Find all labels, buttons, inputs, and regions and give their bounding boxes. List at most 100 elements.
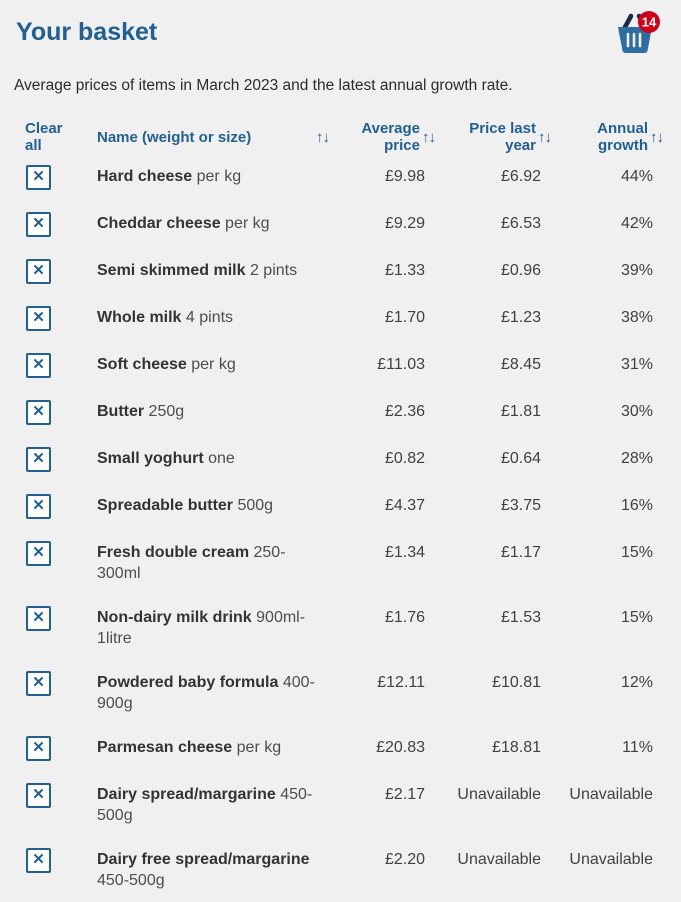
- item-average-price: £2.20: [384, 851, 425, 869]
- remove-item-button[interactable]: ✕: [26, 400, 51, 426]
- sort-arrows-icon[interactable]: ↑↓: [650, 128, 664, 146]
- remove-item-button[interactable]: ✕: [26, 306, 51, 332]
- item-price-last-year: £6.92: [500, 168, 541, 186]
- remove-item-button[interactable]: ✕: [26, 606, 51, 632]
- remove-item-button[interactable]: ✕: [26, 447, 51, 473]
- remove-item-cell: ✕: [25, 212, 97, 238]
- remove-item-button[interactable]: ✕: [26, 165, 51, 191]
- basket-row: ✕ Fresh double cream 250-300ml £1.34 £1.…: [25, 530, 667, 595]
- item-price-last-year: £6.53: [500, 215, 541, 233]
- remove-item-cell: ✕: [25, 671, 97, 697]
- item-price-last-year: £8.45: [500, 356, 541, 374]
- x-icon: ✕: [32, 786, 45, 804]
- column-label-price-last-year: Price last year: [469, 120, 536, 155]
- item-price-last-year: £0.96: [500, 262, 541, 280]
- item-average-price: £11.03: [377, 356, 425, 374]
- remove-item-cell: ✕: [25, 353, 97, 379]
- item-average-price: £9.29: [384, 215, 425, 233]
- remove-item-cell: ✕: [25, 541, 97, 567]
- basket-row: ✕ Small yoghurt one £0.82 £0.64 28%: [25, 436, 667, 483]
- item-price-last-year: £1.53: [500, 609, 541, 627]
- remove-item-button[interactable]: ✕: [26, 783, 51, 809]
- remove-item-button[interactable]: ✕: [26, 353, 51, 379]
- item-annual-growth: 28%: [620, 450, 653, 468]
- item-price-last-year: £10.81: [492, 674, 541, 692]
- item-price-last-year: £1.17: [500, 544, 541, 562]
- column-header-annual-growth[interactable]: Annual growth ↑↓: [563, 120, 675, 154]
- basket-row: ✕ Butter 250g £2.36 £1.81 30%: [25, 389, 667, 436]
- page-header: Your basket 14: [14, 8, 667, 60]
- item-name: Parmesan cheese per kg: [97, 739, 282, 757]
- basket-row: ✕ Whole milk 4 pints £1.70 £1.23 38%: [25, 295, 667, 342]
- remove-item-cell: ✕: [25, 165, 97, 191]
- clear-all-button[interactable]: Clear all: [25, 120, 63, 155]
- column-header-price-last-year[interactable]: Price last year ↑↓: [447, 120, 563, 154]
- x-icon: ✕: [32, 851, 45, 869]
- item-annual-growth: 39%: [620, 262, 653, 280]
- remove-item-button[interactable]: ✕: [26, 848, 51, 874]
- item-annual-growth: 38%: [620, 309, 653, 327]
- remove-item-cell: ✕: [25, 736, 97, 762]
- table-header-row: Clear all Name (weight or size) ↑↓ Avera…: [25, 120, 667, 154]
- column-label-average-price: Average price: [361, 120, 420, 155]
- remove-item-cell: ✕: [25, 606, 97, 632]
- item-average-price: £1.70: [384, 309, 425, 327]
- item-price-last-year: £1.81: [500, 403, 541, 421]
- x-icon: ✕: [32, 674, 45, 692]
- column-label-name: Name (weight or size): [97, 128, 252, 146]
- remove-item-button[interactable]: ✕: [26, 671, 51, 697]
- remove-item-button[interactable]: ✕: [26, 541, 51, 567]
- item-name: Whole milk 4 pints: [97, 309, 234, 327]
- column-label-annual-growth: Annual growth: [597, 120, 648, 155]
- column-header-name[interactable]: Name (weight or size) ↑↓: [97, 129, 335, 146]
- basket-icon-svg: 14: [618, 11, 660, 53]
- basket-row: ✕ Dairy free spread/margarine 450-500g £…: [25, 837, 667, 902]
- basket-row: ✕ Parmesan cheese per kg £20.83 £18.81 1…: [25, 725, 667, 772]
- item-name: Hard cheese per kg: [97, 168, 242, 186]
- basket-row: ✕ Soft cheese per kg £11.03 £8.45 31%: [25, 342, 667, 389]
- item-price-last-year: £18.81: [492, 739, 541, 757]
- x-icon: ✕: [32, 450, 45, 468]
- item-average-price: £2.36: [384, 403, 425, 421]
- remove-item-button[interactable]: ✕: [26, 736, 51, 762]
- item-annual-growth: 12%: [620, 674, 653, 692]
- item-name: Dairy spread/margarine 450-500g: [97, 786, 313, 825]
- basket-row: ✕ Semi skimmed milk 2 pints £1.33 £0.96 …: [25, 248, 667, 295]
- item-annual-growth: Unavailable: [569, 851, 653, 869]
- sort-arrows-icon[interactable]: ↑↓: [316, 128, 330, 146]
- item-price-last-year: £0.64: [500, 450, 541, 468]
- x-icon: ✕: [32, 739, 45, 757]
- item-name: Soft cheese per kg: [97, 356, 236, 374]
- column-header-average-price[interactable]: Average price ↑↓: [335, 120, 447, 154]
- basket-row: ✕ Dairy spread/margarine 450-500g £2.17 …: [25, 772, 667, 837]
- item-average-price: £2.17: [384, 786, 425, 804]
- item-average-price: £1.76: [384, 609, 425, 627]
- item-annual-growth: 44%: [620, 168, 653, 186]
- remove-item-button[interactable]: ✕: [26, 494, 51, 520]
- remove-item-cell: ✕: [25, 447, 97, 473]
- basket-icon: 14: [611, 10, 661, 60]
- item-price-last-year: £1.23: [500, 309, 541, 327]
- item-annual-growth: Unavailable: [569, 786, 653, 804]
- remove-item-cell: ✕: [25, 848, 97, 874]
- item-name: Cheddar cheese per kg: [97, 215, 270, 233]
- item-annual-growth: 15%: [620, 544, 653, 562]
- remove-item-cell: ✕: [25, 400, 97, 426]
- basket-table: Clear all Name (weight or size) ↑↓ Avera…: [25, 120, 667, 902]
- basket-row: ✕ Powdered baby formula 400-900g £12.11 …: [25, 660, 667, 725]
- x-icon: ✕: [32, 497, 45, 515]
- item-price-last-year: £3.75: [500, 497, 541, 515]
- remove-item-button[interactable]: ✕: [26, 259, 51, 285]
- item-name: Semi skimmed milk 2 pints: [97, 262, 298, 280]
- item-average-price: £12.11: [377, 674, 425, 692]
- item-annual-growth: 31%: [620, 356, 653, 374]
- x-icon: ✕: [32, 403, 45, 421]
- remove-item-button[interactable]: ✕: [26, 212, 51, 238]
- sort-arrows-icon[interactable]: ↑↓: [538, 128, 552, 146]
- x-icon: ✕: [32, 262, 45, 280]
- item-price-last-year: Unavailable: [457, 786, 541, 804]
- item-annual-growth: 11%: [622, 739, 653, 757]
- sort-arrows-icon[interactable]: ↑↓: [422, 128, 436, 146]
- x-icon: ✕: [32, 168, 45, 186]
